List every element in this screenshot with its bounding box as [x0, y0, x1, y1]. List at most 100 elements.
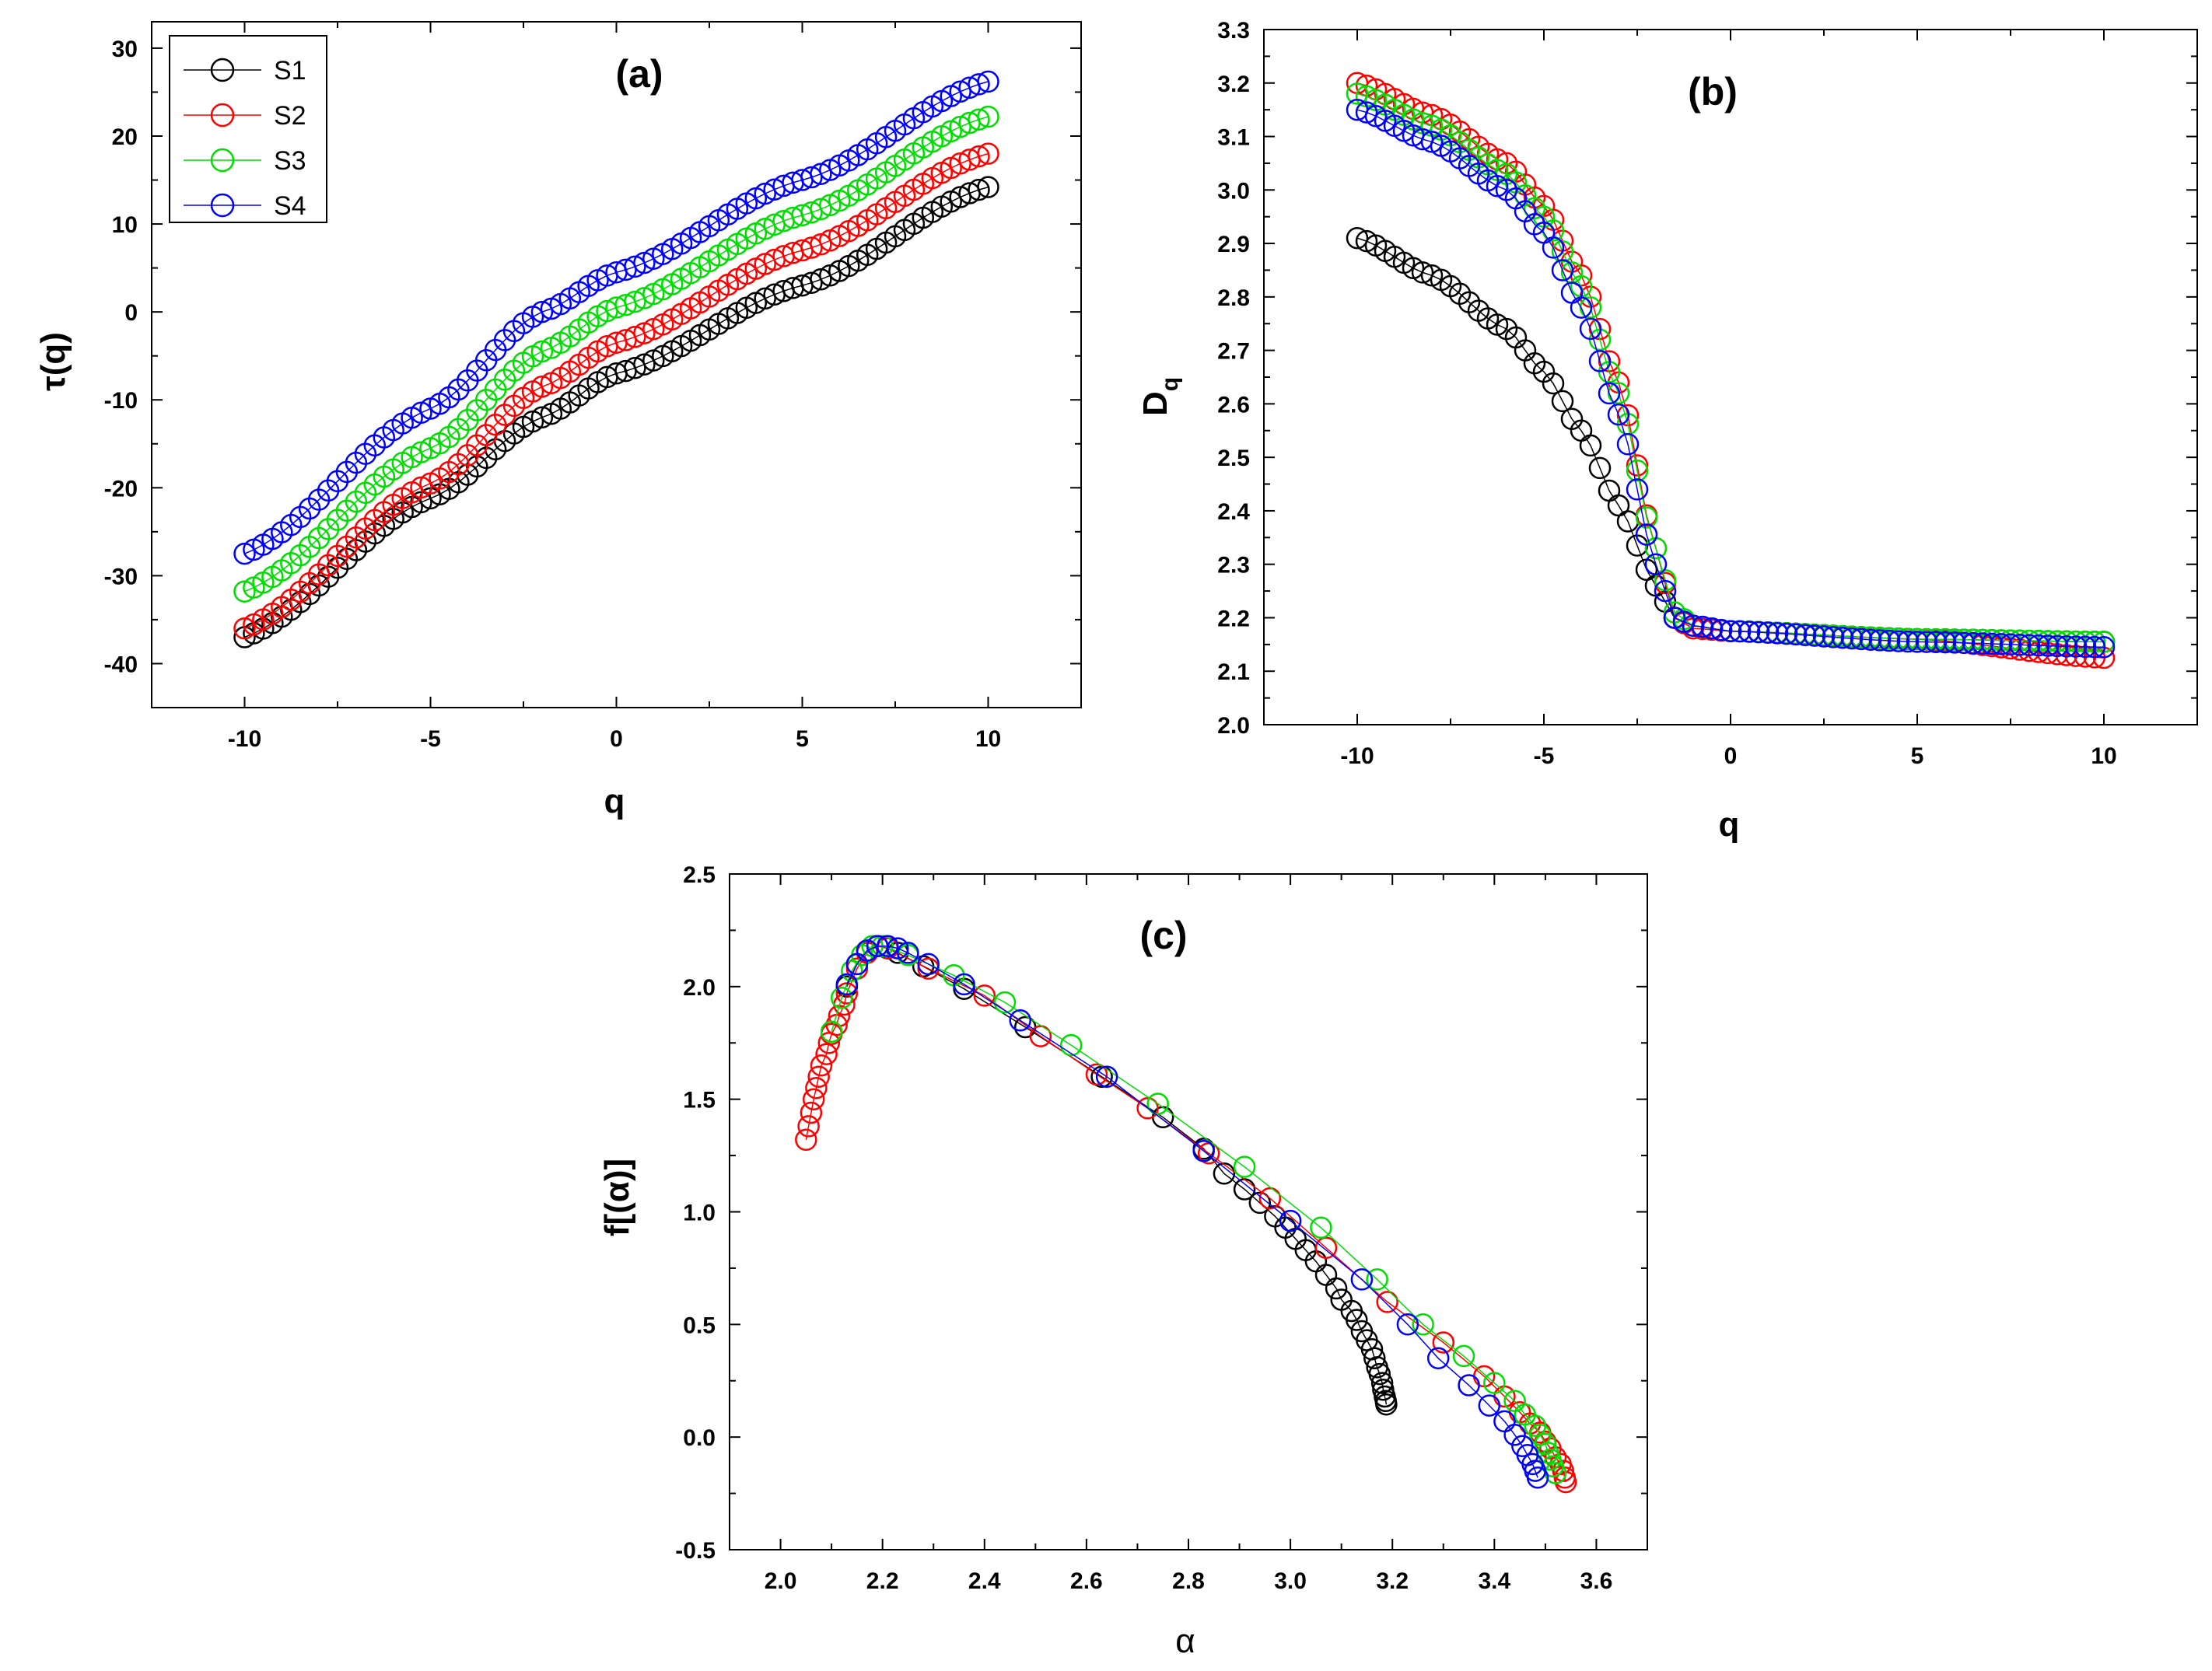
data-point-s4 — [1962, 631, 1985, 655]
data-point-s4 — [1915, 631, 1938, 653]
data-point-s4 — [1850, 627, 1873, 651]
data-point-s4 — [2055, 635, 2078, 658]
data-point-s4 — [1728, 620, 1752, 643]
panel-c-xtick-label: 2.0 — [765, 1568, 797, 1594]
data-point-s1 — [624, 357, 646, 379]
data-point-s4 — [1719, 620, 1742, 642]
panel-b-ytick-label: 2.9 — [1217, 232, 1250, 257]
panel-c-xtick-label: 2.8 — [1172, 1568, 1205, 1594]
data-point-s1 — [530, 406, 554, 429]
data-point-s4 — [1700, 617, 1724, 640]
data-point-s4 — [835, 973, 859, 996]
panel-a-series-s1 — [233, 176, 999, 648]
data-point-s4 — [1840, 627, 1864, 650]
data-point-s1 — [1579, 434, 1602, 457]
data-point-s4 — [1279, 1209, 1302, 1232]
data-point-s4 — [2036, 634, 2060, 657]
data-point-s4 — [1887, 630, 1910, 652]
data-point-s2 — [1085, 1063, 1108, 1086]
data-point-s1 — [1213, 1162, 1236, 1185]
data-point-s3 — [800, 201, 823, 224]
panel-c-xtick-label: 3.4 — [1478, 1568, 1510, 1594]
legend-label-s2: S2 — [274, 101, 306, 131]
panel-a-ytick-label: 0 — [124, 300, 138, 326]
data-point-s3 — [820, 1020, 843, 1044]
data-point-s2 — [1136, 1097, 1159, 1120]
data-point-s2 — [1314, 1236, 1338, 1260]
data-point-s1 — [1363, 1347, 1386, 1370]
data-point-s1 — [1325, 1277, 1348, 1300]
data-point-s2 — [1432, 1331, 1455, 1354]
legend-marker-s4 — [210, 193, 235, 218]
data-point-s4 — [1588, 350, 1612, 372]
data-point-s4 — [1971, 632, 1994, 655]
panel-a-ytick-label: 20 — [112, 124, 138, 150]
data-point-s4 — [1691, 615, 1714, 638]
data-point-s4 — [1784, 623, 1808, 646]
data-point-s4 — [1626, 478, 1649, 501]
data-point-s4 — [1878, 629, 1901, 652]
data-point-s2 — [410, 476, 432, 499]
data-point-s4 — [1486, 175, 1509, 198]
data-point-s4 — [1990, 633, 2013, 655]
data-point-s4 — [2018, 634, 2041, 656]
panel-c-ytick-label: 0.0 — [683, 1425, 716, 1451]
data-point-s4 — [2008, 634, 2032, 656]
panel-b-series-s2 — [1346, 72, 2116, 669]
data-point-s2 — [807, 1065, 830, 1088]
data-point-s3 — [949, 115, 971, 138]
data-point-s3 — [1534, 1432, 1557, 1456]
data-point-s3 — [1626, 460, 1649, 482]
data-point-s3 — [624, 290, 646, 313]
data-point-s1 — [810, 268, 832, 291]
panel-a-ytick-label: -10 — [104, 388, 138, 414]
data-point-s4 — [2046, 634, 2069, 658]
panel-c-xlabel: α — [1175, 1622, 1195, 1660]
data-point-s4 — [2092, 636, 2116, 659]
data-point-s3 — [1551, 240, 1574, 263]
data-point-s4 — [2083, 635, 2106, 659]
data-point-s4 — [1766, 622, 1789, 645]
data-point-s1 — [977, 176, 999, 198]
data-point-s3 — [1635, 506, 1658, 529]
data-point-s4 — [1009, 1009, 1031, 1032]
data-point-s2 — [1376, 1291, 1398, 1313]
data-point-s4 — [410, 401, 432, 425]
panel-b-ylabel-main: D — [1136, 391, 1174, 416]
series-line-s1 — [846, 945, 1388, 1405]
data-point-s4 — [810, 163, 832, 185]
data-point-s4 — [953, 973, 975, 996]
data-point-s4 — [2074, 635, 2097, 659]
data-point-s2 — [815, 1043, 838, 1065]
data-point-s3 — [1233, 1155, 1256, 1178]
panel-c-series-s1 — [835, 935, 1398, 1416]
data-point-s4 — [1710, 619, 1733, 641]
panel-c-xtick-label: 3.2 — [1376, 1568, 1409, 1594]
data-point-s4 — [949, 80, 971, 103]
panel-b-ytick-label: 2.5 — [1217, 446, 1250, 471]
panel-b-ylabel-group: Dq — [1136, 377, 1183, 416]
data-point-s3 — [1452, 1344, 1475, 1368]
data-point-s1 — [800, 271, 823, 294]
panel-b-ytick-label: 2.3 — [1217, 553, 1250, 579]
series-line-s4 — [846, 945, 1538, 1478]
panel-c-series-s3 — [820, 935, 1567, 1484]
panel-a-series-s3 — [233, 105, 999, 603]
data-point-s4 — [876, 935, 899, 957]
panel-b-ytick-label: 3.3 — [1217, 18, 1250, 44]
legend-label-s4: S4 — [274, 191, 306, 221]
panel-c-ylabel: f[(α)] — [598, 1159, 636, 1236]
data-point-s1 — [1346, 1309, 1368, 1331]
data-point-s3 — [530, 340, 554, 363]
data-point-s4 — [1426, 1347, 1450, 1370]
data-point-s3 — [810, 198, 832, 221]
data-point-s1 — [633, 353, 656, 376]
panel-a-ytick-label: -30 — [104, 564, 138, 589]
panel-a-xtick-label: -5 — [420, 726, 441, 752]
data-point-s4 — [1896, 630, 1920, 653]
data-point-s4 — [1644, 553, 1668, 575]
data-point-s4 — [1831, 627, 1854, 649]
panel-b-ytick-label: 3.2 — [1217, 72, 1250, 97]
data-point-s2 — [977, 142, 999, 165]
panel-b-ytick-label: 2.1 — [1217, 659, 1250, 685]
